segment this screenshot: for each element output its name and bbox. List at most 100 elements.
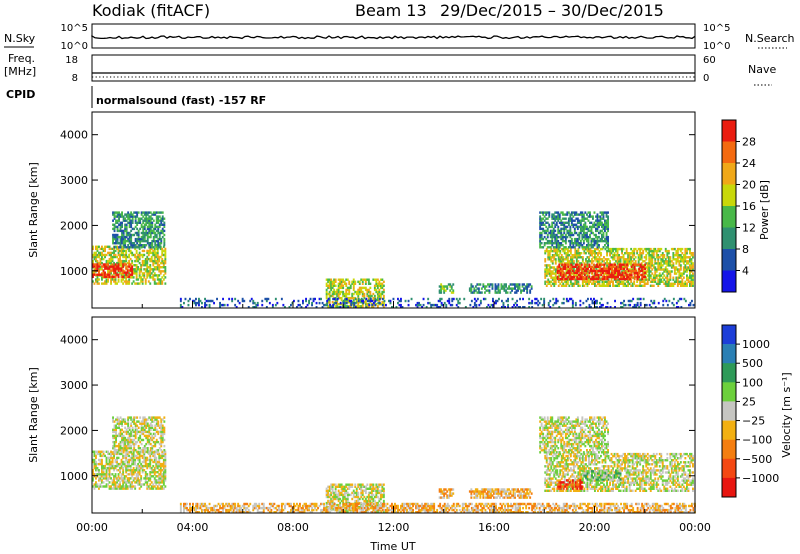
heatmap-cell (616, 247, 619, 251)
heatmap-cell (569, 244, 572, 247)
heatmap-cell (558, 246, 561, 249)
heatmap-cell (122, 278, 125, 281)
heatmap-cell (627, 262, 630, 265)
heatmap-cell (128, 275, 131, 278)
heatmap-cell (583, 280, 586, 283)
heatmap-cell (125, 249, 128, 253)
heatmap-cell (485, 285, 488, 288)
heatmap-cell (581, 235, 584, 239)
heatmap-cell (128, 221, 131, 224)
nave-tick-bottom: 0 (703, 73, 709, 84)
heatmap-cell (594, 273, 597, 277)
heatmap-cell (666, 256, 669, 259)
heatmap-cell (155, 253, 158, 257)
heatmap-cell (379, 286, 382, 290)
heatmap-cell (101, 272, 103, 275)
heatmap-cell (149, 282, 152, 285)
heatmap-cell (621, 267, 624, 270)
heatmap-cell (156, 276, 159, 279)
heatmap-cell (124, 213, 127, 216)
heatmap-cell (494, 283, 497, 286)
heatmap-cell (338, 306, 341, 309)
heatmap-cell (146, 255, 149, 259)
heatmap-cell (137, 231, 140, 235)
heatmap-cell (112, 227, 114, 231)
heatmap-cell (128, 219, 131, 222)
heatmap-cell (622, 247, 625, 251)
heatmap-cell (138, 458, 141, 462)
heatmap-cell (574, 247, 577, 251)
heatmap-cell (159, 247, 162, 251)
heatmap-cell (597, 273, 600, 277)
heatmap-cell (115, 235, 117, 239)
heatmap-cell (522, 297, 524, 301)
heatmap-cell (101, 261, 103, 265)
heatmap-cell (614, 263, 616, 266)
heatmap-cell (131, 418, 134, 421)
heatmap-cell (104, 485, 106, 488)
heatmap-cell (575, 274, 578, 277)
heatmap-cell (125, 440, 128, 444)
heatmap-cell (551, 225, 554, 229)
heatmap-cell (122, 233, 125, 237)
heatmap-cell (105, 259, 108, 263)
heatmap-cell (573, 231, 576, 235)
heatmap-cell (571, 299, 574, 303)
heatmap-cell (146, 268, 149, 271)
heatmap-cell (117, 249, 120, 253)
heatmap-cell (187, 303, 190, 307)
heatmap-cell (135, 278, 138, 281)
heatmap-cell (146, 449, 149, 452)
heatmap-cell (148, 246, 151, 249)
heatmap-cell (116, 237, 119, 241)
heatmap-cell (606, 269, 609, 273)
heatmap-cell (159, 471, 162, 474)
heatmap-cell (565, 247, 568, 251)
heatmap-cell (651, 301, 654, 305)
heatmap-cell (128, 215, 131, 218)
heatmap-cell (195, 303, 197, 307)
heatmap-cell (636, 284, 639, 287)
heatmap-cell (599, 229, 602, 233)
heatmap-cell (252, 301, 255, 305)
heatmap-cell (115, 225, 117, 229)
heatmap-cell (679, 247, 682, 251)
heatmap-cell (672, 303, 675, 307)
heatmap-cell (407, 303, 410, 307)
heatmap-cell (562, 273, 565, 277)
heatmap-cell (627, 273, 630, 277)
heatmap-cell (418, 301, 420, 305)
heatmap-cell (612, 254, 614, 257)
heatmap-cell (654, 276, 657, 279)
heatmap-cell (542, 223, 545, 226)
heatmap-cell (624, 273, 627, 277)
heatmap-cell (618, 247, 620, 251)
heatmap-cell (477, 287, 480, 290)
heatmap-cell (644, 263, 647, 266)
heatmap-cell (155, 268, 158, 271)
heatmap-cell (450, 291, 453, 294)
heatmap-cell (140, 264, 143, 267)
heatmap-cell (679, 260, 682, 263)
heatmap-cell (514, 287, 516, 290)
heatmap-cell (585, 258, 587, 261)
heatmap-cell (673, 258, 676, 261)
heatmap-cell (565, 276, 568, 279)
heatmap-cell (567, 211, 570, 214)
heatmap-cell (156, 253, 159, 257)
heatmap-cell (514, 291, 516, 294)
heatmap-cell (682, 268, 685, 271)
heatmap-cell (238, 301, 241, 305)
heatmap-cell (144, 460, 147, 464)
heatmap-cell (553, 254, 556, 257)
heatmap-cell (500, 285, 503, 288)
heatmap-cell (596, 271, 598, 275)
heatmap-cell (189, 297, 191, 301)
heatmap-cell (142, 235, 145, 239)
heatmap-cell (140, 244, 143, 247)
heatmap-cell (547, 303, 550, 307)
heatmap-cell (558, 229, 561, 233)
heatmap-cell (666, 278, 669, 281)
heatmap-cell (328, 290, 331, 294)
heatmap-cell (587, 229, 590, 233)
